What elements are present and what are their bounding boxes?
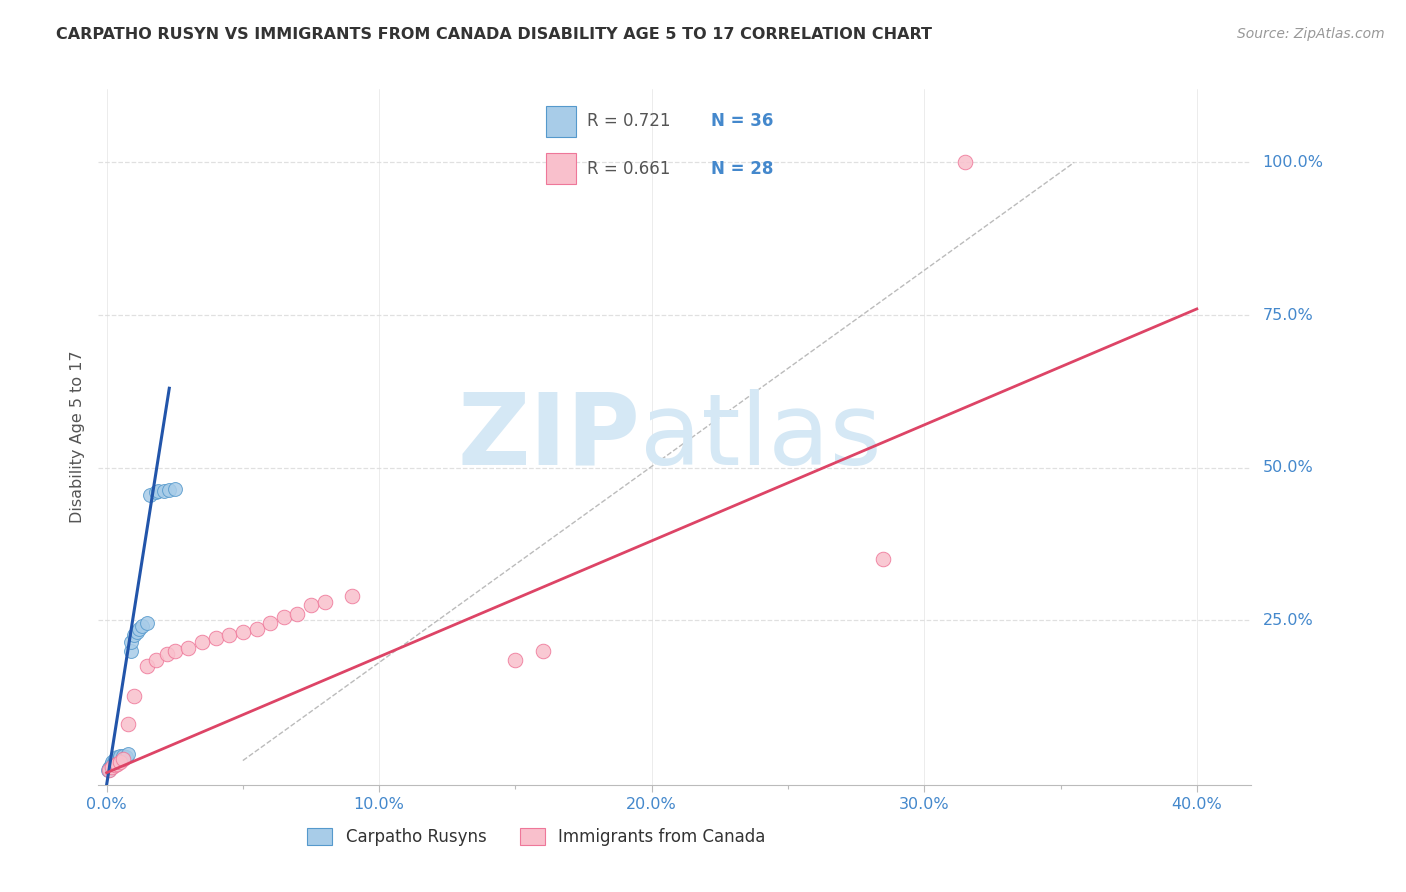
Point bbox=[148, 483, 170, 498]
Point bbox=[100, 759, 122, 773]
Point bbox=[101, 759, 124, 773]
Point bbox=[120, 634, 142, 648]
Point bbox=[204, 632, 226, 646]
Text: N = 28: N = 28 bbox=[711, 160, 773, 178]
Point bbox=[139, 488, 162, 502]
Text: Source: ZipAtlas.com: Source: ZipAtlas.com bbox=[1237, 27, 1385, 41]
Point bbox=[100, 758, 122, 772]
Point bbox=[163, 643, 186, 657]
Text: R = 0.721: R = 0.721 bbox=[588, 112, 671, 130]
Point bbox=[259, 616, 281, 631]
Point bbox=[111, 748, 134, 763]
Point bbox=[101, 759, 124, 773]
Point bbox=[125, 625, 148, 640]
Point bbox=[107, 750, 129, 764]
Point bbox=[110, 755, 132, 769]
Text: atlas: atlas bbox=[640, 389, 882, 485]
Point bbox=[104, 754, 127, 768]
Point bbox=[157, 483, 180, 498]
Point bbox=[531, 643, 554, 657]
Point bbox=[153, 483, 176, 498]
Point bbox=[101, 756, 124, 771]
Point bbox=[136, 616, 159, 631]
Point bbox=[273, 610, 295, 624]
Point bbox=[111, 752, 134, 766]
Point bbox=[104, 758, 127, 772]
Point bbox=[218, 628, 240, 642]
Text: ZIP: ZIP bbox=[457, 389, 640, 485]
Text: 100.0%: 100.0% bbox=[1263, 155, 1323, 170]
Point bbox=[101, 755, 124, 769]
Point bbox=[128, 623, 150, 637]
Point bbox=[98, 763, 121, 777]
Text: CARPATHO RUSYN VS IMMIGRANTS FROM CANADA DISABILITY AGE 5 TO 17 CORRELATION CHAR: CARPATHO RUSYN VS IMMIGRANTS FROM CANADA… bbox=[56, 27, 932, 42]
Point bbox=[191, 634, 214, 648]
Point bbox=[155, 647, 177, 661]
Point bbox=[953, 155, 976, 169]
Point bbox=[340, 589, 363, 603]
Point bbox=[107, 756, 129, 771]
Point bbox=[117, 747, 139, 762]
Point bbox=[104, 756, 127, 771]
Text: 75.0%: 75.0% bbox=[1263, 308, 1313, 323]
Point bbox=[177, 640, 200, 655]
Point bbox=[145, 653, 167, 667]
Point bbox=[299, 598, 322, 612]
Point bbox=[110, 750, 132, 764]
Point bbox=[872, 552, 894, 566]
Point bbox=[114, 750, 136, 764]
Point bbox=[163, 482, 186, 496]
Point bbox=[97, 763, 120, 777]
Point bbox=[111, 752, 134, 766]
Point bbox=[122, 690, 145, 704]
Point bbox=[120, 643, 142, 657]
Y-axis label: Disability Age 5 to 17: Disability Age 5 to 17 bbox=[69, 351, 84, 524]
Point bbox=[98, 761, 121, 775]
Point bbox=[107, 755, 129, 769]
Text: R = 0.661: R = 0.661 bbox=[588, 160, 671, 178]
Point bbox=[98, 763, 121, 777]
Point bbox=[505, 653, 527, 667]
Point bbox=[104, 752, 127, 766]
FancyBboxPatch shape bbox=[546, 106, 575, 136]
Point bbox=[104, 755, 127, 769]
Point bbox=[145, 485, 167, 500]
Point bbox=[110, 748, 132, 763]
Text: N = 36: N = 36 bbox=[711, 112, 773, 130]
Point bbox=[314, 595, 336, 609]
Point bbox=[232, 625, 254, 640]
Point bbox=[122, 628, 145, 642]
Point bbox=[110, 754, 132, 768]
Legend: Carpatho Rusyns, Immigrants from Canada: Carpatho Rusyns, Immigrants from Canada bbox=[301, 822, 772, 853]
FancyBboxPatch shape bbox=[546, 153, 575, 184]
Point bbox=[287, 607, 309, 621]
Text: 25.0%: 25.0% bbox=[1263, 613, 1313, 628]
Text: 50.0%: 50.0% bbox=[1263, 460, 1313, 475]
Point bbox=[245, 623, 267, 637]
Point bbox=[117, 717, 139, 731]
Point bbox=[131, 619, 153, 633]
Point bbox=[103, 756, 125, 771]
Point bbox=[136, 659, 159, 673]
Point bbox=[107, 752, 129, 766]
